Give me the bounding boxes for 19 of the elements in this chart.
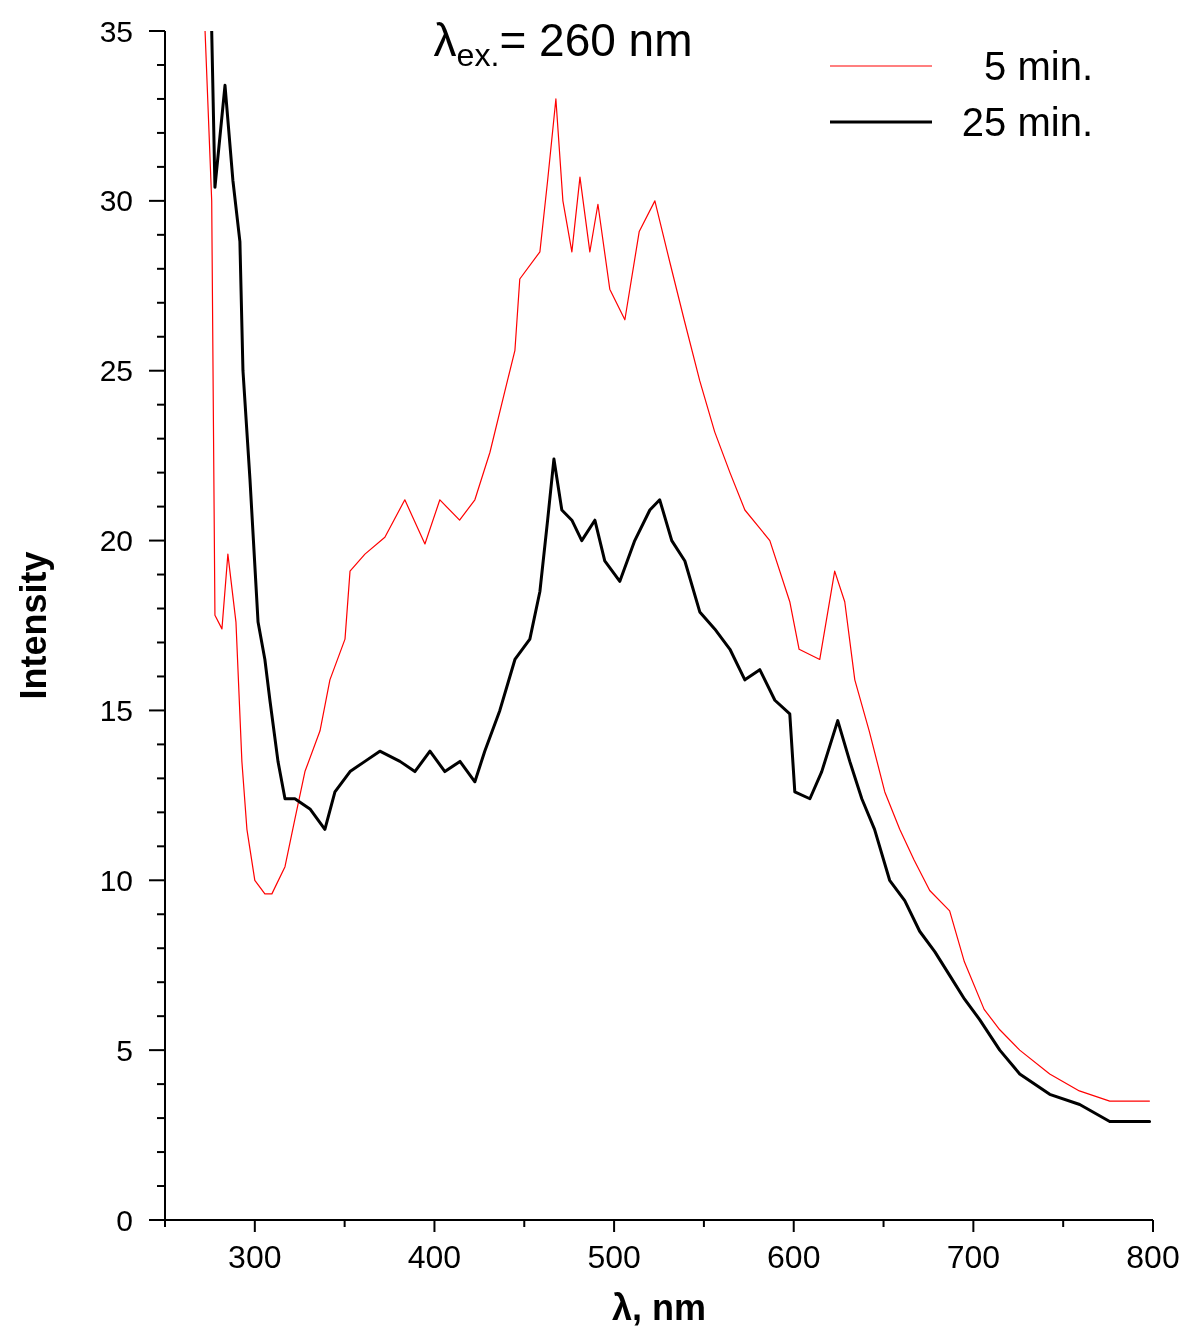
y-tick-label: 20 — [99, 524, 133, 558]
y-axis-title: Intensity — [13, 551, 54, 700]
x-tick-label: 600 — [767, 1239, 821, 1275]
y-tick-label: 15 — [99, 693, 133, 727]
x-tick-label: 300 — [228, 1239, 282, 1275]
x-tick-label: 400 — [407, 1239, 462, 1275]
legend-label: 25 min. — [961, 100, 1093, 144]
y-tick-label: 30 — [99, 184, 133, 218]
x-axis-title: λ, nm — [611, 1287, 707, 1328]
x-tick-label: 500 — [587, 1239, 641, 1275]
y-tick-label: 25 — [99, 354, 133, 388]
y-tick-label: 0 — [116, 1203, 133, 1237]
x-tick-label: 800 — [1126, 1239, 1180, 1275]
y-tick-label: 35 — [99, 14, 133, 48]
legend-label: 5 min. — [984, 44, 1093, 88]
y-tick-label: 10 — [99, 863, 133, 897]
x-tick-label: 700 — [946, 1239, 1001, 1275]
chart-title: λ$_{ex.}$= 260 nm — [433, 14, 693, 73]
y-tick-label: 5 — [116, 1033, 133, 1067]
